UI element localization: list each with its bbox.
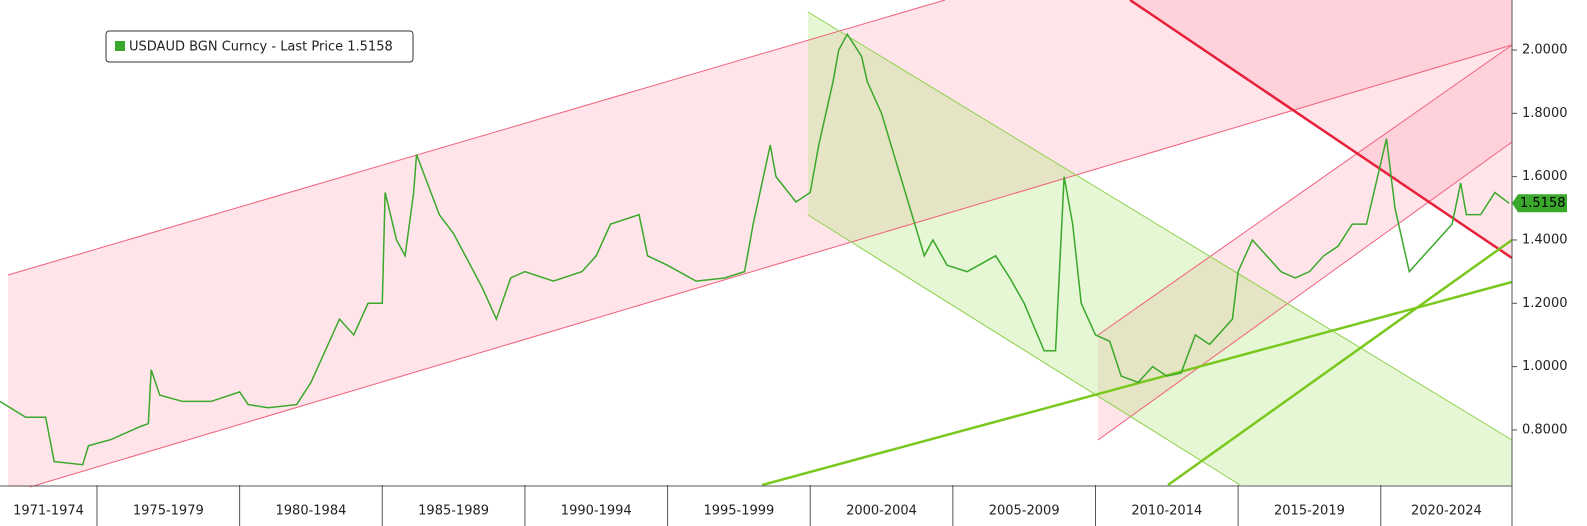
annotations <box>7 0 1513 488</box>
trend-line <box>1129 0 1513 260</box>
channel-line <box>807 11 1513 441</box>
channel-line <box>807 214 1241 486</box>
y-tick-label: 1.2000 <box>1522 296 1568 311</box>
x-tick-label: 1980-1984 <box>276 504 347 519</box>
last-price-label: 1.5158 <box>1520 196 1566 211</box>
channel-line <box>29 44 1513 488</box>
legend-swatch <box>115 41 125 51</box>
legend: USDAUD BGN Curncy - Last Price 1.5158 <box>105 30 414 63</box>
x-tick-label: 1995-1999 <box>703 504 774 519</box>
x-tick-label: 1990-1994 <box>561 504 632 519</box>
rising-channel <box>1098 45 1512 440</box>
x-tick-label: 1971-1974 <box>13 504 84 519</box>
trend-line <box>1167 238 1513 487</box>
channel-line <box>1097 141 1513 441</box>
x-tick-label: 2005-2009 <box>989 504 1060 519</box>
y-tick-label: 1.0000 <box>1522 359 1568 374</box>
x-tick-label: 1975-1979 <box>133 504 204 519</box>
trend-line <box>761 280 1513 487</box>
y-tick-label: 0.8000 <box>1522 422 1568 437</box>
channel-line <box>1097 44 1513 336</box>
legend-box <box>105 30 414 63</box>
y-tick-label: 1.6000 <box>1522 169 1568 184</box>
price-line <box>0 32 1510 466</box>
y-tick-label: 2.0000 <box>1522 43 1568 58</box>
last-price-tag <box>1512 194 1567 213</box>
x-tick-label: 2015-2019 <box>1274 504 1345 519</box>
y-tick-label: 1.4000 <box>1522 232 1568 247</box>
x-tick-label: 2020-2024 <box>1411 504 1482 519</box>
legend-text: USDAUD BGN Curncy - Last Price 1.5158 <box>129 40 393 55</box>
x-tick-label: 2010-2014 <box>1131 504 1202 519</box>
upper-channel <box>8 0 1512 487</box>
y-tick-label: 1.8000 <box>1522 106 1568 121</box>
channel-line <box>7 0 946 276</box>
x-tick-label: 2000-2004 <box>846 504 917 519</box>
x-tick-label: 1985-1989 <box>418 504 489 519</box>
